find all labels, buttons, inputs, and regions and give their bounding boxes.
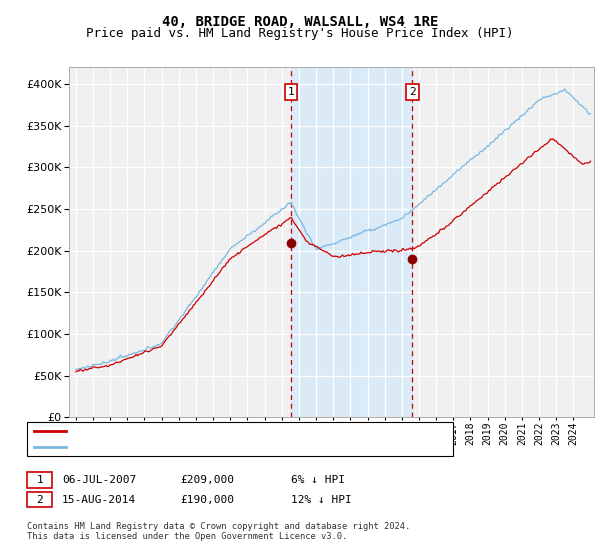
Text: £190,000: £190,000 — [180, 494, 234, 505]
Text: Price paid vs. HM Land Registry's House Price Index (HPI): Price paid vs. HM Land Registry's House … — [86, 27, 514, 40]
Text: 40, BRIDGE ROAD, WALSALL, WS4 1RE (detached house): 40, BRIDGE ROAD, WALSALL, WS4 1RE (detac… — [72, 426, 372, 436]
Text: Contains HM Land Registry data © Crown copyright and database right 2024.
This d: Contains HM Land Registry data © Crown c… — [27, 522, 410, 542]
Text: 40, BRIDGE ROAD, WALSALL, WS4 1RE: 40, BRIDGE ROAD, WALSALL, WS4 1RE — [162, 15, 438, 29]
Text: 15-AUG-2014: 15-AUG-2014 — [62, 494, 136, 505]
Bar — [291, 67, 412, 417]
Text: 1: 1 — [36, 475, 43, 485]
Text: 12% ↓ HPI: 12% ↓ HPI — [291, 494, 352, 505]
Text: 06-JUL-2007: 06-JUL-2007 — [62, 475, 136, 485]
Text: 1: 1 — [288, 87, 295, 97]
Text: £209,000: £209,000 — [180, 475, 234, 485]
Text: 6% ↓ HPI: 6% ↓ HPI — [291, 475, 345, 485]
Text: 2: 2 — [36, 494, 43, 505]
Text: HPI: Average price, detached house, Walsall: HPI: Average price, detached house, Wals… — [72, 442, 330, 452]
Text: 2: 2 — [409, 87, 416, 97]
